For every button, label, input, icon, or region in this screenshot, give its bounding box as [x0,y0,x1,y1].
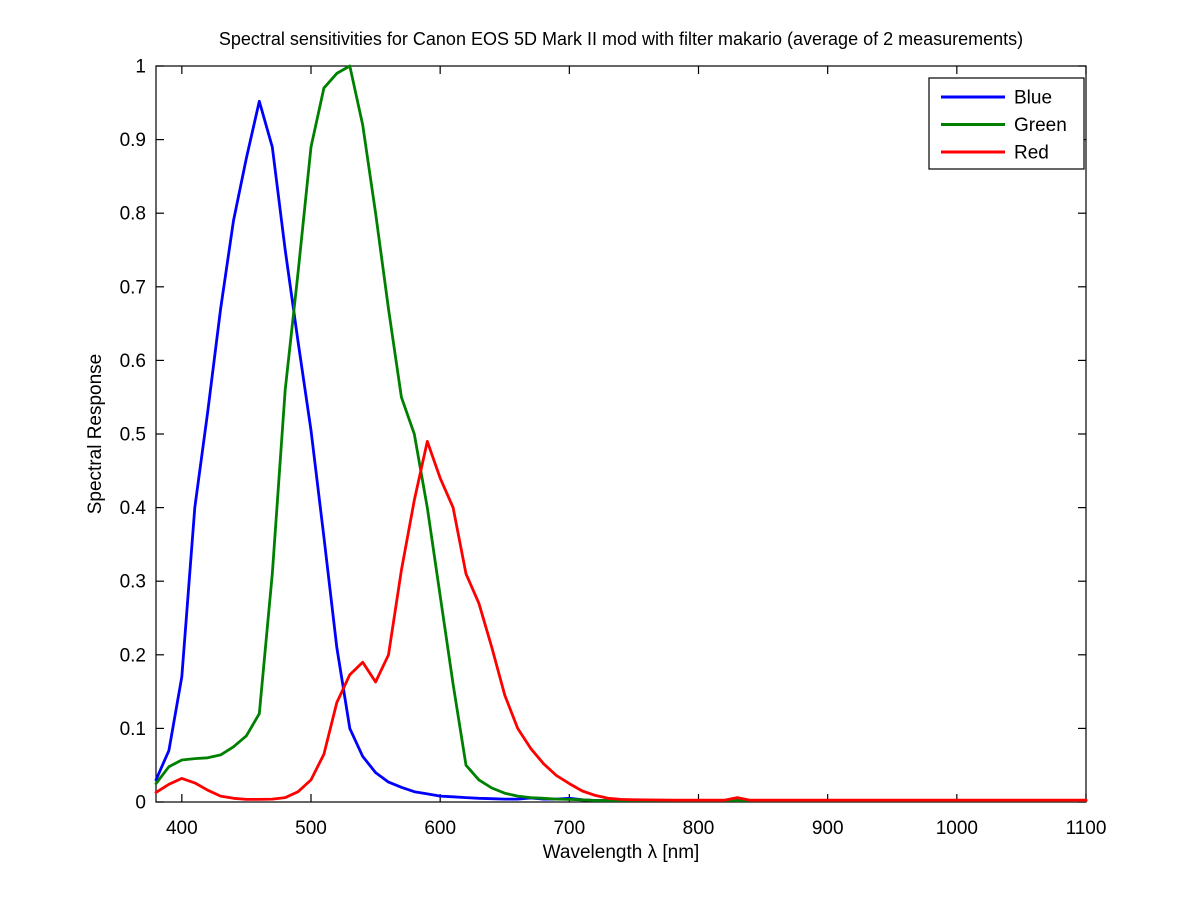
x-axis-label: Wavelength λ [nm] [543,842,700,863]
plot-area: 400 500 600 700 800 900 1000 1100 0 0.1 0.2 0.3 0.4 0… [120,57,1107,840]
legend-label-red: Red [1014,143,1049,164]
legend-label-green: Green [1014,115,1067,136]
x-tick-label: 600 [424,818,456,839]
y-tick-label: 0 [135,793,146,814]
y-tick-label: 0.2 [120,645,146,666]
x-tick-label: 1000 [936,818,978,839]
series-line-red [154,439,1088,802]
x-tick-label: 500 [295,818,327,839]
axes-box [155,65,1087,803]
y-tick-label: 0.7 [120,277,146,298]
legend-label-blue: Blue [1014,88,1052,109]
y-tick-label: 0.9 [120,130,146,151]
x-tick-label: 800 [683,818,715,839]
x-tick-label: 900 [812,818,844,839]
x-tick-label: 700 [553,818,585,839]
y-tick-label: 0.3 [120,572,146,593]
series-line-blue [154,99,1088,802]
chart-title: Spectral sensitivities for Canon EOS 5D … [219,29,1023,49]
y-tick-label: 0.4 [120,498,147,519]
y-tick-label: 0.8 [120,204,146,225]
y-tick-label: 0.6 [120,351,146,372]
y-tick-label: 0.5 [120,425,146,446]
series-line-green [154,64,1088,802]
y-tick-label: 0.1 [120,719,146,740]
x-tick-label: 400 [166,818,198,839]
x-tick-label: 1100 [1066,818,1107,839]
y-axis-label: Spectral Response [85,354,106,515]
legend: Blue Green Red [928,77,1085,170]
y-tick-label: 1 [135,57,146,78]
